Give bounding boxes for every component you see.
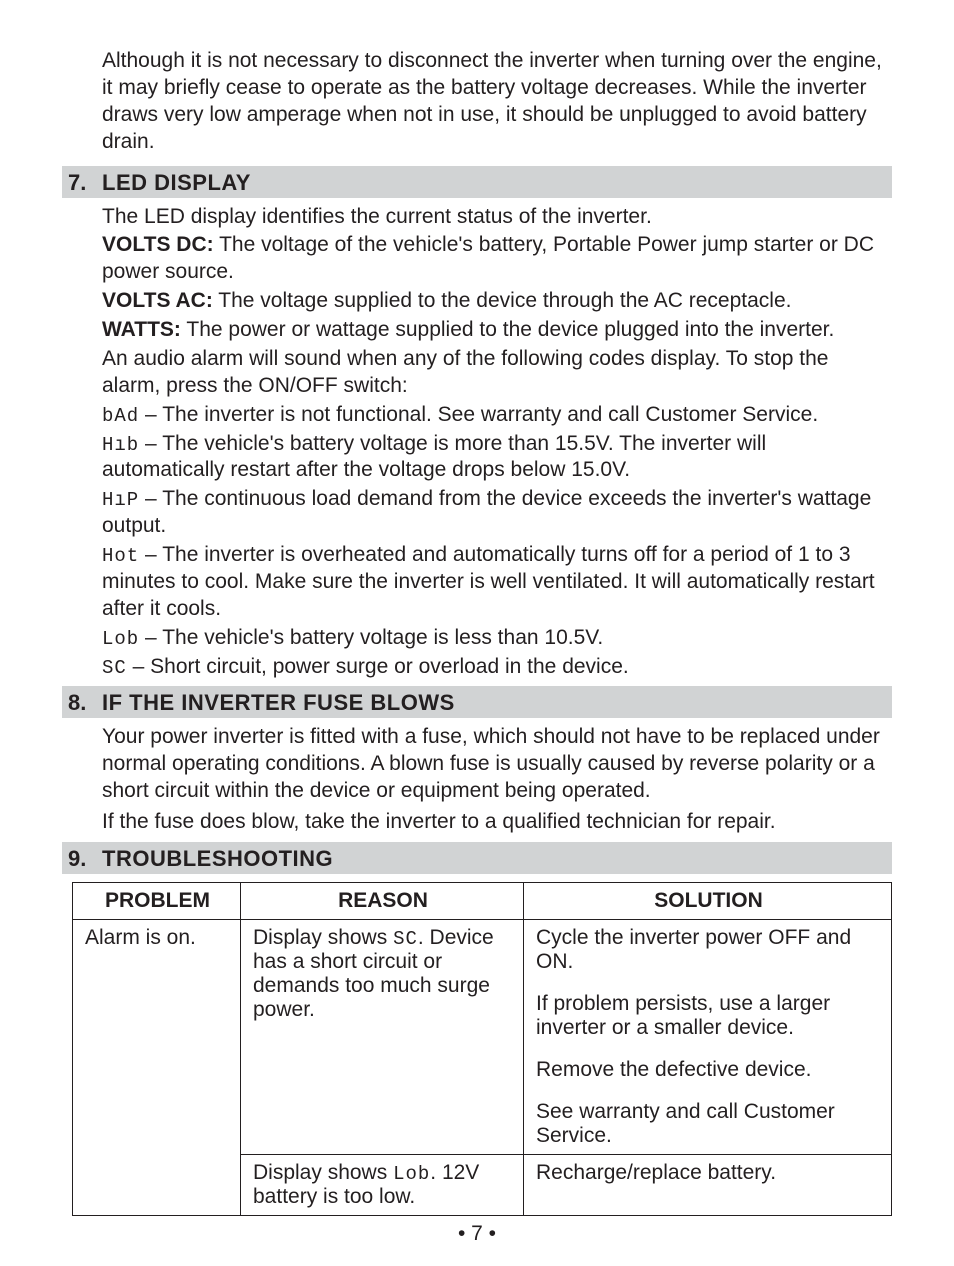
code-sc-text: – Short circuit, power surge or overload… <box>127 655 629 678</box>
reason-pre: Display shows <box>253 926 393 949</box>
section-title: IF THE INVERTER FUSE BLOWS <box>102 690 455 716</box>
volts-ac-label: VOLTS AC: <box>102 289 213 312</box>
volts-ac-text: The voltage supplied to the device throu… <box>213 289 792 312</box>
code-sc-code: SC <box>102 657 127 679</box>
cell-reason: Display shows Lob. 12V battery is too lo… <box>241 1154 524 1215</box>
code-lob: Lob – The vehicle's battery voltage is l… <box>102 625 892 652</box>
cell-solution: Cycle the inverter power OFF and ON. If … <box>524 919 892 1154</box>
page-footer: • 7 • <box>62 1222 892 1246</box>
watts-label: WATTS: <box>102 318 181 341</box>
troubleshooting-table: PROBLEM REASON SOLUTION Alarm is on. Dis… <box>72 882 892 1216</box>
section-7-header: 7. LED DISPLAY <box>62 166 892 198</box>
table-header-row: PROBLEM REASON SOLUTION <box>73 882 892 919</box>
table-row: Alarm is on. Display shows SC. Device ha… <box>73 919 892 1154</box>
code-hip-code: HıP <box>102 489 139 511</box>
code-hib-text: – The vehicle's battery voltage is more … <box>102 432 766 482</box>
volts-dc-text: The voltage of the vehicle's battery, Po… <box>102 233 874 283</box>
volts-dc-line: VOLTS DC: The voltage of the vehicle's b… <box>102 232 892 286</box>
cell-problem: Alarm is on. <box>73 919 241 1215</box>
fuse-p1: Your power inverter is fitted with a fus… <box>102 724 892 805</box>
code-sc: SC – Short circuit, power surge or overl… <box>102 654 892 681</box>
reason-pre: Display shows <box>253 1161 393 1184</box>
code-hip: HıP – The continuous load demand from th… <box>102 486 892 540</box>
cell-reason: Display shows SC. Device has a short cir… <box>241 919 524 1154</box>
section-title: LED DISPLAY <box>102 170 251 196</box>
intro-paragraph: Although it is not necessary to disconne… <box>102 48 892 156</box>
solution-1: Cycle the inverter power OFF and ON. <box>536 926 881 974</box>
code-hib-code: Hıb <box>102 434 139 456</box>
cell-solution: Recharge/replace battery. <box>524 1154 892 1215</box>
code-hot-code: Hot <box>102 545 139 567</box>
section-9-header: 9. TROUBLESHOOTING <box>62 842 892 874</box>
page-container: Although it is not necessary to disconne… <box>0 0 954 1266</box>
code-hot: Hot – The inverter is overheated and aut… <box>102 542 892 623</box>
section-number: 7. <box>68 170 102 196</box>
section-title: TROUBLESHOOTING <box>102 846 333 872</box>
watts-line: WATTS: The power or wattage supplied to … <box>102 317 892 344</box>
code-lob-code: Lob <box>102 628 139 650</box>
code-hib: Hıb – The vehicle's battery voltage is m… <box>102 431 892 485</box>
solution-3: Remove the defective device. <box>536 1058 881 1082</box>
section-8-body: Your power inverter is fitted with a fus… <box>102 724 892 836</box>
fuse-p2: If the fuse does blow, take the inverter… <box>102 809 892 836</box>
solution-2: If problem persists, use a larger invert… <box>536 992 881 1040</box>
code-lob-text: – The vehicle's battery voltage is less … <box>139 626 603 649</box>
alarm-text: An audio alarm will sound when any of th… <box>102 346 892 400</box>
led-intro: The LED display identifies the current s… <box>102 204 892 231</box>
section-7-body: The LED display identifies the current s… <box>102 204 892 681</box>
volts-dc-label: VOLTS DC: <box>102 233 214 256</box>
code-hot-text: – The inverter is overheated and automat… <box>102 543 875 620</box>
reason-code: Lob <box>393 1163 430 1185</box>
col-problem: PROBLEM <box>73 882 241 919</box>
reason-code: SC <box>393 928 418 950</box>
code-bad: bAd – The inverter is not functional. Se… <box>102 402 892 429</box>
col-solution: SOLUTION <box>524 882 892 919</box>
col-reason: REASON <box>241 882 524 919</box>
volts-ac-line: VOLTS AC: The voltage supplied to the de… <box>102 288 892 315</box>
code-bad-code: bAd <box>102 405 139 427</box>
section-number: 9. <box>68 846 102 872</box>
section-number: 8. <box>68 690 102 716</box>
solution-4: See warranty and call Customer Service. <box>536 1100 881 1148</box>
watts-text: The power or wattage supplied to the dev… <box>181 318 834 341</box>
section-8-header: 8. IF THE INVERTER FUSE BLOWS <box>62 686 892 718</box>
code-hip-text: – The continuous load demand from the de… <box>102 487 871 537</box>
code-bad-text: – The inverter is not functional. See wa… <box>139 403 818 426</box>
